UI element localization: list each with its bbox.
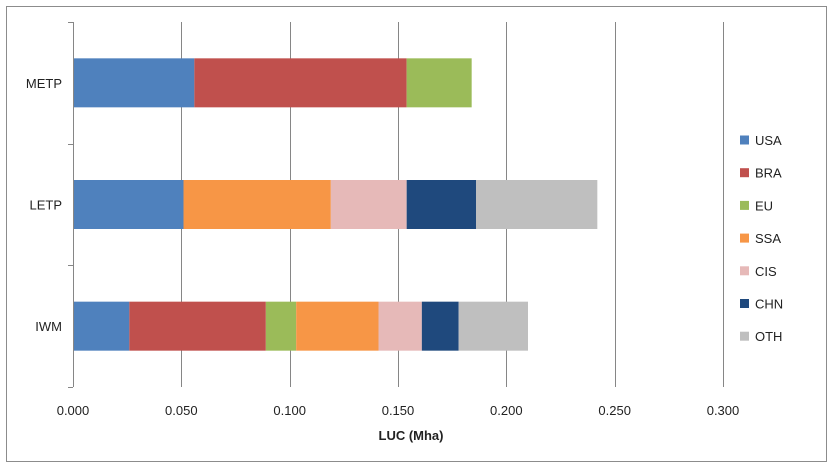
legend-label-usa: USA [755, 133, 782, 148]
bar-iwm-usa [73, 301, 130, 351]
legend-swatch-bra [740, 168, 749, 178]
bar-letp-chn [406, 180, 476, 229]
x-tick-label: 0.000 [57, 403, 90, 418]
x-tick-label: 0.100 [273, 403, 306, 418]
legend-label-chn: CHN [755, 297, 783, 312]
legend-label-ssa: SSA [755, 231, 781, 246]
x-tick-label: 0.300 [707, 403, 740, 418]
x-tick-label: 0.050 [165, 403, 198, 418]
bar-metp-eu [406, 58, 472, 108]
legend: USA BRA EU SSA CIS CHN OTH [740, 133, 783, 344]
bar-iwm-ssa [296, 301, 379, 351]
bar-letp-cis [330, 180, 407, 229]
legend-label-bra: BRA [755, 166, 782, 181]
bar-metp-usa [73, 58, 195, 108]
bar-iwm-chn [421, 301, 459, 351]
legend-label-oth: OTH [755, 329, 782, 344]
bars [73, 58, 598, 351]
y-tick-label-metp: METP [26, 76, 62, 91]
bar-metp-bra [194, 58, 407, 108]
x-tick-labels: 0.000 0.050 0.100 0.150 0.200 0.250 0.300 [57, 403, 740, 418]
legend-swatch-chn [740, 299, 749, 308]
axes [68, 22, 74, 388]
bar-iwm-eu [265, 301, 297, 351]
legend-swatch-oth [740, 331, 749, 341]
y-tick-label-iwm: IWM [35, 319, 62, 334]
legend-swatch-cis [740, 266, 749, 276]
legend-swatch-ssa [740, 233, 749, 243]
bar-letp-usa [73, 180, 184, 229]
x-tick-label: 0.150 [382, 403, 415, 418]
legend-label-cis: CIS [755, 264, 777, 279]
x-axis-title: LUC (Mha) [379, 428, 444, 443]
y-tick-labels: IWM LETP METP [26, 76, 62, 334]
bar-iwm-bra [129, 301, 266, 351]
legend-swatch-usa [740, 135, 749, 145]
y-tick-label-letp: LETP [29, 198, 62, 213]
legend-label-eu: EU [755, 198, 773, 213]
legend-swatch-eu [740, 200, 749, 210]
bar-iwm-oth [458, 301, 528, 351]
bar-iwm-cis [378, 301, 422, 351]
x-tick-label: 0.200 [490, 403, 523, 418]
bar-letp-oth [476, 180, 598, 229]
x-tick-label: 0.250 [598, 403, 631, 418]
bar-letp-ssa [183, 180, 331, 229]
